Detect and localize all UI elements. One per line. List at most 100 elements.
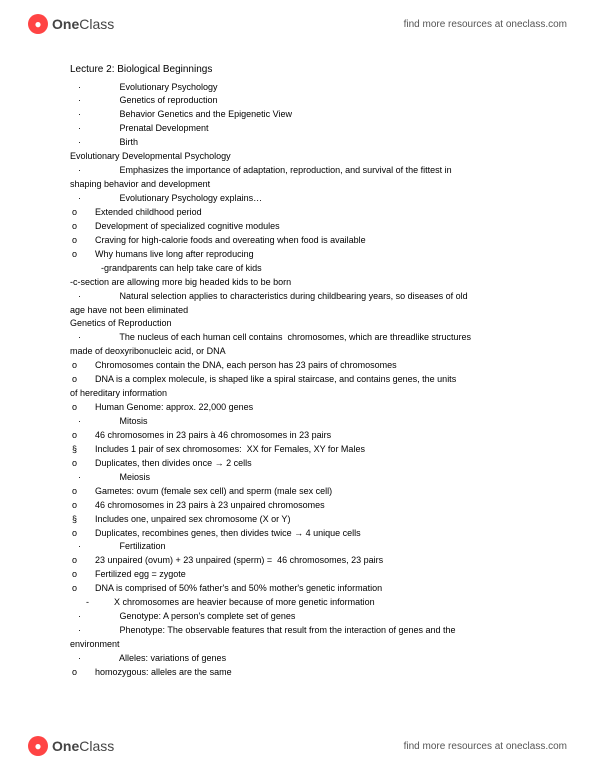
note-line: DNA is comprised of 50% father's and 50%… <box>70 582 525 596</box>
note-line-text: of hereditary information <box>70 388 167 398</box>
note-line-text: 23 unpaired (ovum) + 23 unpaired (sperm)… <box>90 555 383 565</box>
note-line-text: Phenotype: The observable features that … <box>102 625 456 635</box>
note-line: 46 chromosomes in 23 pairs à 46 chromoso… <box>70 429 525 443</box>
note-line: Includes one, unpaired sex chromosome (X… <box>70 513 525 527</box>
note-line: Genetics of reproduction <box>70 94 525 108</box>
note-line-text: Fertilized egg = zygote <box>90 569 186 579</box>
note-line-text: Chromosomes contain the DNA, each person… <box>90 360 397 370</box>
note-line: Fertilization <box>70 540 525 554</box>
footer-logo-text: OneClass <box>52 738 114 754</box>
note-line-text: Development of specialized cognitive mod… <box>90 221 280 231</box>
note-line: Birth <box>70 136 525 150</box>
note-line-text: Extended childhood period <box>90 207 202 217</box>
note-line-text: homozygous: alleles are the same <box>90 667 232 677</box>
note-line: Craving for high-calorie foods and overe… <box>70 234 525 248</box>
note-line: Fertilized egg = zygote <box>70 568 525 582</box>
header-resources-link[interactable]: find more resources at oneclass.com <box>404 19 567 30</box>
note-line: Phenotype: The observable features that … <box>70 624 525 638</box>
note-line-text: Fertilization <box>102 541 166 551</box>
note-line-text: Evolutionary Psychology <box>102 82 218 92</box>
note-line: Evolutionary Developmental Psychology <box>70 150 525 164</box>
note-line-text: Mitosis <box>102 416 148 426</box>
logo-icon: ● <box>28 14 48 34</box>
note-line: made of deoxyribonucleic acid, or DNA <box>70 345 525 359</box>
note-line: Evolutionary Psychology <box>70 81 525 95</box>
note-line-text: Birth <box>102 137 138 147</box>
page-header: ● OneClass find more resources at onecla… <box>0 0 595 44</box>
note-line: Why humans live long after reproducing <box>70 248 525 262</box>
note-line: DNA is a complex molecule, is shaped lik… <box>70 373 525 387</box>
footer-resources-link[interactable]: find more resources at oneclass.com <box>404 741 567 752</box>
note-line-text: Duplicates, recombines genes, then divid… <box>90 528 361 538</box>
note-line: age have not been eliminated <box>70 304 525 318</box>
footer-logo-text-part1: One <box>52 738 79 754</box>
note-line-text: Genotype: A person's complete set of gen… <box>102 611 295 621</box>
logo-text-part1: One <box>52 16 79 32</box>
note-line: Genotype: A person's complete set of gen… <box>70 610 525 624</box>
note-line-text: 46 chromosomes in 23 pairs à 46 chromoso… <box>90 430 331 440</box>
document-body: Evolutionary Psychology Genetics of repr… <box>70 81 525 680</box>
brand-logo[interactable]: ● OneClass <box>28 14 114 34</box>
note-line-text: shaping behavior and development <box>70 179 210 189</box>
note-line: Evolutionary Psychology explains… <box>70 192 525 206</box>
note-line: Emphasizes the importance of adaptation,… <box>70 164 525 178</box>
note-line: Mitosis <box>70 415 525 429</box>
note-line-text: X chromosomes are heavier because of mor… <box>114 597 375 607</box>
note-line-text: -c-section are allowing more big headed … <box>70 277 291 287</box>
note-line: Development of specialized cognitive mod… <box>70 220 525 234</box>
note-line-text: environment <box>70 639 120 649</box>
note-line-text: Behavior Genetics and the Epigenetic Vie… <box>102 109 292 119</box>
note-line: Duplicates, recombines genes, then divid… <box>70 527 525 541</box>
note-line-text: Emphasizes the importance of adaptation,… <box>102 165 452 175</box>
note-line: Genetics of Reproduction <box>70 317 525 331</box>
note-line: Extended childhood period <box>70 206 525 220</box>
note-line-text: DNA is a complex molecule, is shaped lik… <box>90 374 456 384</box>
note-line-text: made of deoxyribonucleic acid, or DNA <box>70 346 226 356</box>
note-line: homozygous: alleles are the same <box>70 666 525 680</box>
note-line: environment <box>70 638 525 652</box>
footer-logo-text-part2: Class <box>79 738 114 754</box>
note-line: Natural selection applies to characteris… <box>70 290 525 304</box>
note-line-text: Human Genome: approx. 22,000 genes <box>90 402 253 412</box>
footer-logo-icon: ● <box>28 736 48 756</box>
note-line-text: Includes one, unpaired sex chromosome (X… <box>90 514 290 524</box>
note-line-text: age have not been eliminated <box>70 305 188 315</box>
note-line: Alleles: variations of genes <box>70 652 525 666</box>
note-line: Meiosis <box>70 471 525 485</box>
note-line: Behavior Genetics and the Epigenetic Vie… <box>70 108 525 122</box>
note-line: Gametes: ovum (female sex cell) and sper… <box>70 485 525 499</box>
note-line-text: Genetics of Reproduction <box>70 318 172 328</box>
note-line: of hereditary information <box>70 387 525 401</box>
note-line-text: Includes 1 pair of sex chromosomes: XX f… <box>90 444 365 454</box>
note-line: shaping behavior and development <box>70 178 525 192</box>
note-line-text: Evolutionary Developmental Psychology <box>70 151 231 161</box>
note-line: -grandparents can help take care of kids <box>70 262 525 276</box>
lecture-title: Lecture 2: Biological Beginnings <box>70 62 525 78</box>
note-line-text: Gametes: ovum (female sex cell) and sper… <box>90 486 332 496</box>
note-line: X chromosomes are heavier because of mor… <box>70 596 525 610</box>
note-line-text: Duplicates, then divides once → 2 cells <box>90 458 252 468</box>
note-line: Prenatal Development <box>70 122 525 136</box>
note-line: 23 unpaired (ovum) + 23 unpaired (sperm)… <box>70 554 525 568</box>
note-line: Duplicates, then divides once → 2 cells <box>70 457 525 471</box>
note-line: -c-section are allowing more big headed … <box>70 276 525 290</box>
footer-brand-logo[interactable]: ● OneClass <box>28 736 114 756</box>
note-line-text: The nucleus of each human cell contains … <box>102 332 471 342</box>
page-footer: ● OneClass find more resources at onecla… <box>0 726 595 770</box>
note-line-text: Genetics of reproduction <box>102 95 218 105</box>
note-line-text: Alleles: variations of genes <box>102 653 226 663</box>
logo-text-part2: Class <box>79 16 114 32</box>
note-line-text: Meiosis <box>102 472 150 482</box>
note-line-text: Natural selection applies to characteris… <box>102 291 468 301</box>
note-line: 46 chromosomes in 23 pairs à 23 unpaired… <box>70 499 525 513</box>
note-line: Includes 1 pair of sex chromosomes: XX f… <box>70 443 525 457</box>
note-line: Chromosomes contain the DNA, each person… <box>70 359 525 373</box>
note-line-text: Evolutionary Psychology explains… <box>102 193 262 203</box>
note-line-text: Prenatal Development <box>102 123 209 133</box>
note-line-text: Why humans live long after reproducing <box>90 249 254 259</box>
note-line-text: DNA is comprised of 50% father's and 50%… <box>90 583 382 593</box>
logo-text: OneClass <box>52 16 114 32</box>
note-line: Human Genome: approx. 22,000 genes <box>70 401 525 415</box>
note-line-text: -grandparents can help take care of kids <box>96 263 262 273</box>
note-line: The nucleus of each human cell contains … <box>70 331 525 345</box>
